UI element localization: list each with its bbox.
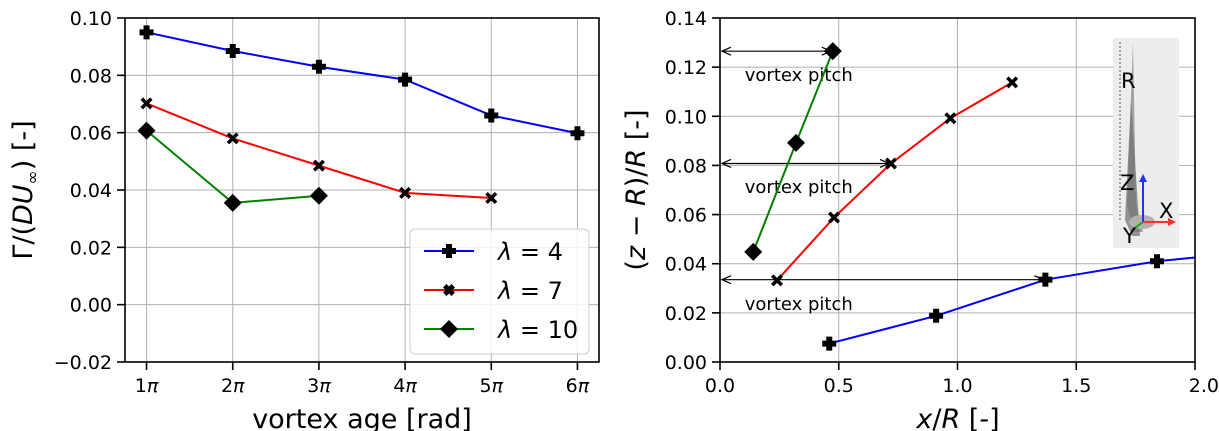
y-tick-label: 0.02: [665, 303, 707, 325]
data-point: [1038, 272, 1053, 287]
data-point: [309, 186, 328, 205]
legend-label-lambda-7: λ = 7: [496, 277, 563, 305]
x-tick-label: 4π: [393, 375, 417, 397]
legend-entry-lambda-7: λ = 7: [424, 277, 563, 305]
arrowhead-left: [720, 275, 732, 285]
x-tick-label: 6π: [566, 375, 590, 397]
inset-background: [1113, 38, 1179, 248]
inset-label-x: X: [1159, 199, 1173, 223]
inset-label-z: Z: [1120, 171, 1134, 195]
right-y-axis-label: (z − R)/R [-]: [621, 109, 652, 270]
x-tick-label: 2.0: [1189, 375, 1219, 397]
left-ticks: 1π 2π 3π 4π 5π 6π −0.02 0.00 0.02 0.04 0.06 0.08 0.1…: [54, 8, 590, 397]
y-tick-label: 0.14: [665, 8, 707, 30]
series-line: [828, 256, 1195, 345]
legend-box: [409, 228, 590, 355]
data-point: [225, 43, 240, 58]
data-point: [223, 193, 242, 212]
data-point: [744, 242, 763, 261]
y-tick-label: 0.10: [70, 8, 112, 30]
data-point: [885, 157, 897, 170]
data-point: [822, 336, 837, 351]
vortex-pitch-label: vortex pitch: [745, 65, 853, 86]
data-point: [828, 211, 840, 224]
data-point: [484, 108, 499, 123]
y-tick-label: 0.04: [665, 254, 707, 276]
data-point: [823, 42, 842, 61]
legend-entry-lambda-10: λ = 10: [424, 316, 578, 344]
vortex-pitch-label: vortex pitch: [745, 177, 853, 198]
rotor-inset-image: R Z X Y: [1113, 38, 1179, 248]
right-x-axis-label: x/R [-]: [915, 404, 999, 431]
y-tick-label: 0.04: [70, 180, 112, 202]
data-point: [398, 72, 413, 87]
data-point: [311, 59, 326, 74]
right-chart: vortex pitch vortex pitch vortex pitch R Z…: [621, 8, 1219, 431]
left-series: [137, 25, 585, 212]
data-point: [787, 133, 805, 152]
data-point: [485, 192, 498, 205]
legend-label-lambda-4: λ = 4: [496, 238, 563, 266]
data-point: [1006, 76, 1019, 89]
x-tick-label: 1π: [135, 375, 159, 397]
x-tick-label: 5π: [479, 375, 503, 397]
data-point: [570, 126, 585, 141]
data-point: [140, 97, 153, 110]
arrowhead-left: [720, 158, 732, 169]
data-point: [137, 121, 156, 140]
inset-label-r: R: [1121, 69, 1136, 93]
y-tick-label: −0.02: [54, 352, 112, 374]
inset-x-arrowhead: [1168, 218, 1176, 226]
y-tick-label: 0.08: [70, 65, 112, 87]
y-tick-label: 0.02: [70, 237, 112, 259]
left-y-axis-label: Γ/(DU∞) [-]: [8, 120, 43, 259]
y-tick-label: 0.06: [70, 123, 112, 145]
right-ticks: 0.0 0.5 1.0 1.5 2.0 0.00 0.02 0.04 0.06 0.08 0.10 0…: [665, 8, 1219, 397]
x-tick-label: 1.0: [942, 375, 972, 397]
x-tick-label: 0.5: [824, 375, 854, 397]
y-tick-label: 0.00: [665, 352, 707, 374]
inset-z-arrowhead: [1139, 174, 1147, 182]
data-point: [1150, 254, 1164, 269]
series-line: [146, 31, 578, 135]
inset-blade-shadow: [1125, 100, 1140, 236]
y-tick-label: 0.08: [665, 155, 707, 177]
legend-label-lambda-10: λ = 10: [496, 316, 578, 344]
y-tick-label: 0.10: [665, 106, 707, 128]
inset-y-axis: [1131, 221, 1144, 231]
arrowhead-left: [720, 46, 732, 56]
legend-marker-lambda-10: [440, 320, 458, 338]
data-point: [312, 159, 325, 172]
left-chart: 1π 2π 3π 4π 5π 6π −0.02 0.00 0.02 0.04 0.06 0.08 0.1…: [8, 8, 600, 431]
left-x-axis-label: vortex age [rad]: [252, 404, 472, 431]
x-tick-label: 1.5: [1061, 375, 1091, 397]
legend: λ = 4 λ = 7 λ = 10: [409, 228, 590, 355]
legend-marker-lambda-4: [442, 244, 456, 258]
right-annotations: vortex pitch vortex pitch vortex pitch: [720, 46, 1045, 315]
data-point: [771, 274, 783, 287]
legend-entry-lambda-4: λ = 4: [424, 238, 563, 266]
right-series: [744, 42, 1195, 351]
y-tick-label: 0.12: [665, 57, 707, 79]
legend-marker-lambda-7: [443, 284, 455, 296]
vortex-pitch-label: vortex pitch: [745, 294, 853, 315]
y-tick-label: 0.00: [70, 295, 112, 317]
data-point: [944, 112, 957, 125]
data-point: [929, 308, 944, 323]
x-tick-label: 0.0: [705, 375, 735, 397]
data-point: [139, 25, 154, 40]
x-tick-label: 3π: [307, 375, 331, 397]
data-point: [226, 132, 239, 145]
y-tick-label: 0.06: [665, 205, 707, 227]
x-tick-label: 2π: [221, 375, 245, 397]
data-point: [399, 186, 412, 199]
inset-label-y: Y: [1122, 224, 1136, 248]
